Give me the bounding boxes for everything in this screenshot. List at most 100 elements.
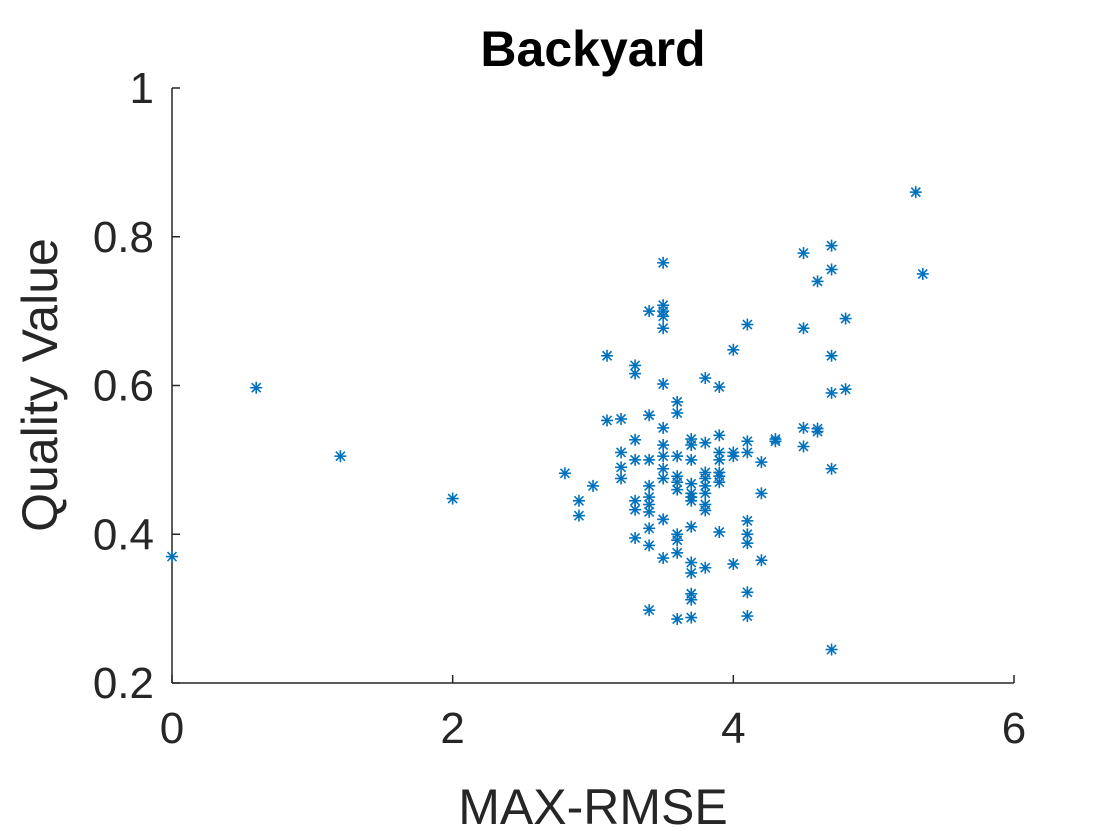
data-point: [657, 310, 670, 323]
x-tick-label: 0: [160, 704, 184, 753]
data-point: [643, 409, 656, 422]
data-point: [671, 546, 684, 559]
data-point: [699, 372, 712, 385]
data-point: [755, 487, 768, 500]
data-point: [643, 305, 656, 318]
data-point: [629, 531, 642, 544]
data-point: [671, 407, 684, 420]
data-point: [685, 556, 698, 569]
data-point: [685, 439, 698, 451]
data-point: [685, 520, 698, 533]
data-point: [643, 522, 656, 535]
data-point: [671, 395, 684, 408]
data-point: [699, 436, 712, 449]
data-point: [825, 386, 838, 399]
data-point: [446, 492, 459, 505]
data-point: [671, 613, 684, 626]
data-point: [741, 537, 754, 550]
data-point: [629, 453, 642, 466]
data-point: [769, 435, 782, 448]
data-point: [811, 425, 824, 438]
data-point: [727, 343, 740, 356]
data-point: [825, 349, 838, 362]
y-tick-label: 0.8: [93, 213, 154, 262]
data-point: [825, 239, 838, 252]
data-point: [685, 611, 698, 624]
data-point: [713, 476, 726, 489]
data-point: [713, 380, 726, 393]
data-point: [797, 322, 810, 335]
data-point: [699, 561, 712, 574]
data-point: [671, 450, 684, 463]
data-point: [685, 453, 698, 466]
y-tick-label: 0.4: [93, 510, 154, 559]
data-point: [825, 643, 838, 656]
chart-title: Backyard: [480, 21, 705, 77]
x-tick-label: 2: [440, 704, 464, 753]
data-point: [755, 554, 768, 567]
y-ticks: 0.2 0.4 0.6 0.8 1: [93, 64, 180, 708]
data-point: [657, 322, 670, 335]
data-point: [825, 263, 838, 276]
data-point: [797, 247, 810, 260]
data-point: [741, 446, 754, 459]
data-point: [916, 267, 929, 280]
data-point: [572, 494, 585, 507]
y-tick-label: 0.2: [93, 659, 154, 708]
data-point: [685, 593, 698, 606]
data-point: [727, 558, 740, 570]
data-point: [741, 586, 754, 599]
x-axis-label: MAX-RMSE: [458, 779, 727, 835]
data-point: [657, 421, 670, 434]
data-point: [713, 453, 726, 466]
data-point: [643, 505, 656, 518]
data-point: [741, 318, 754, 331]
data-point: [657, 450, 670, 463]
data-point: [909, 186, 922, 199]
data-point: [629, 367, 642, 380]
data-point: [601, 349, 614, 362]
data-point: [657, 378, 670, 391]
data-point: [657, 552, 670, 565]
data-point: [797, 440, 810, 453]
data-point: [558, 467, 571, 480]
data-point: [643, 453, 656, 466]
data-markers: [166, 186, 929, 656]
data-point: [727, 450, 740, 463]
data-point: [741, 435, 754, 448]
x-tick-label: 4: [721, 704, 745, 753]
data-point: [713, 526, 726, 539]
data-point: [685, 494, 698, 507]
data-point: [334, 450, 347, 463]
data-point: [741, 514, 754, 527]
data-point: [671, 483, 684, 496]
y-tick-label: 1: [130, 64, 154, 113]
data-point: [671, 534, 684, 547]
data-point: [713, 429, 726, 442]
x-ticks: 0 2 4 6: [160, 675, 1026, 753]
data-point: [657, 439, 670, 451]
data-point: [699, 487, 712, 500]
data-point: [825, 462, 838, 475]
data-point: [615, 446, 628, 459]
data-point: [615, 472, 628, 485]
data-point: [166, 550, 178, 563]
data-point: [643, 539, 656, 552]
data-point: [587, 479, 599, 492]
data-point: [797, 421, 810, 434]
data-point: [685, 566, 698, 579]
data-point: [629, 503, 642, 516]
y-axis-label: Quality Value: [12, 238, 68, 532]
data-point: [250, 381, 263, 394]
data-point: [629, 433, 642, 446]
data-point: [615, 461, 628, 474]
data-point: [741, 610, 754, 623]
data-point: [657, 256, 670, 269]
y-tick-label: 0.6: [93, 362, 154, 411]
data-point: [839, 312, 852, 325]
data-point: [601, 414, 614, 427]
data-point: [657, 513, 670, 526]
data-point: [643, 604, 656, 617]
data-point: [811, 275, 824, 288]
